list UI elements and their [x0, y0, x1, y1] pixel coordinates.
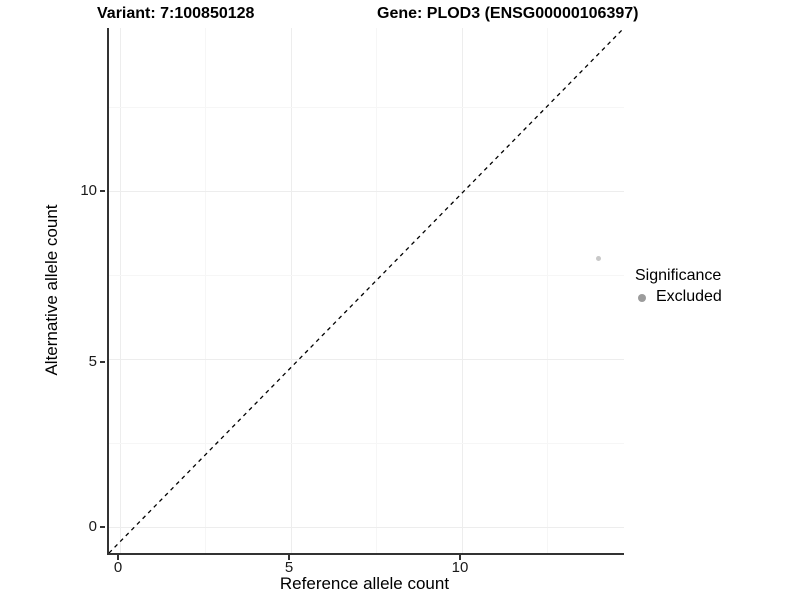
- gridline-x-major: [120, 28, 121, 553]
- gridline-x-major: [291, 28, 292, 553]
- identity-line-layer: [109, 29, 623, 553]
- x-axis-title: Reference allele count: [279, 574, 450, 593]
- legend-item-label: Excluded: [656, 288, 722, 305]
- gridline-x-minor: [547, 28, 548, 553]
- gridline-y-major: [109, 359, 624, 360]
- legend: Significance Excluded: [635, 267, 722, 306]
- y-tick-mark: [100, 361, 105, 363]
- x-tick-label: 0: [113, 559, 123, 576]
- variant-title: Variant: 7:100850128: [97, 5, 255, 22]
- y-tick-label: 5: [88, 353, 97, 370]
- legend-title: Significance: [635, 267, 722, 284]
- y-axis-title: Alternative allele count: [42, 204, 61, 376]
- gridline-y-minor: [109, 107, 624, 108]
- x-tick-mark: [459, 555, 461, 560]
- legend-item-excluded: Excluded: [635, 288, 722, 306]
- gridline-y-minor: [109, 275, 624, 276]
- gridline-y-major: [109, 191, 624, 192]
- gridline-y-major: [109, 527, 624, 528]
- y-tick-label: 10: [80, 182, 97, 199]
- x-tick-mark: [117, 555, 119, 560]
- gene-title: Gene: PLOD3 (ENSG00000106397): [377, 5, 639, 22]
- x-tick-label: 5: [284, 559, 294, 576]
- gridline-x-minor: [205, 28, 206, 553]
- x-tick-mark: [288, 555, 290, 560]
- legend-key-dot-icon: [638, 294, 646, 302]
- plot-panel: [107, 28, 624, 555]
- y-tick-mark: [100, 190, 105, 192]
- data-point-excluded: [596, 256, 601, 261]
- y-tick-label: 0: [88, 518, 97, 535]
- gridline-x-minor: [376, 28, 377, 553]
- gridline-y-minor: [109, 443, 624, 444]
- identity-line: [109, 29, 623, 553]
- gridline-x-major: [462, 28, 463, 553]
- x-tick-label: 10: [451, 559, 469, 576]
- y-tick-mark: [100, 526, 105, 528]
